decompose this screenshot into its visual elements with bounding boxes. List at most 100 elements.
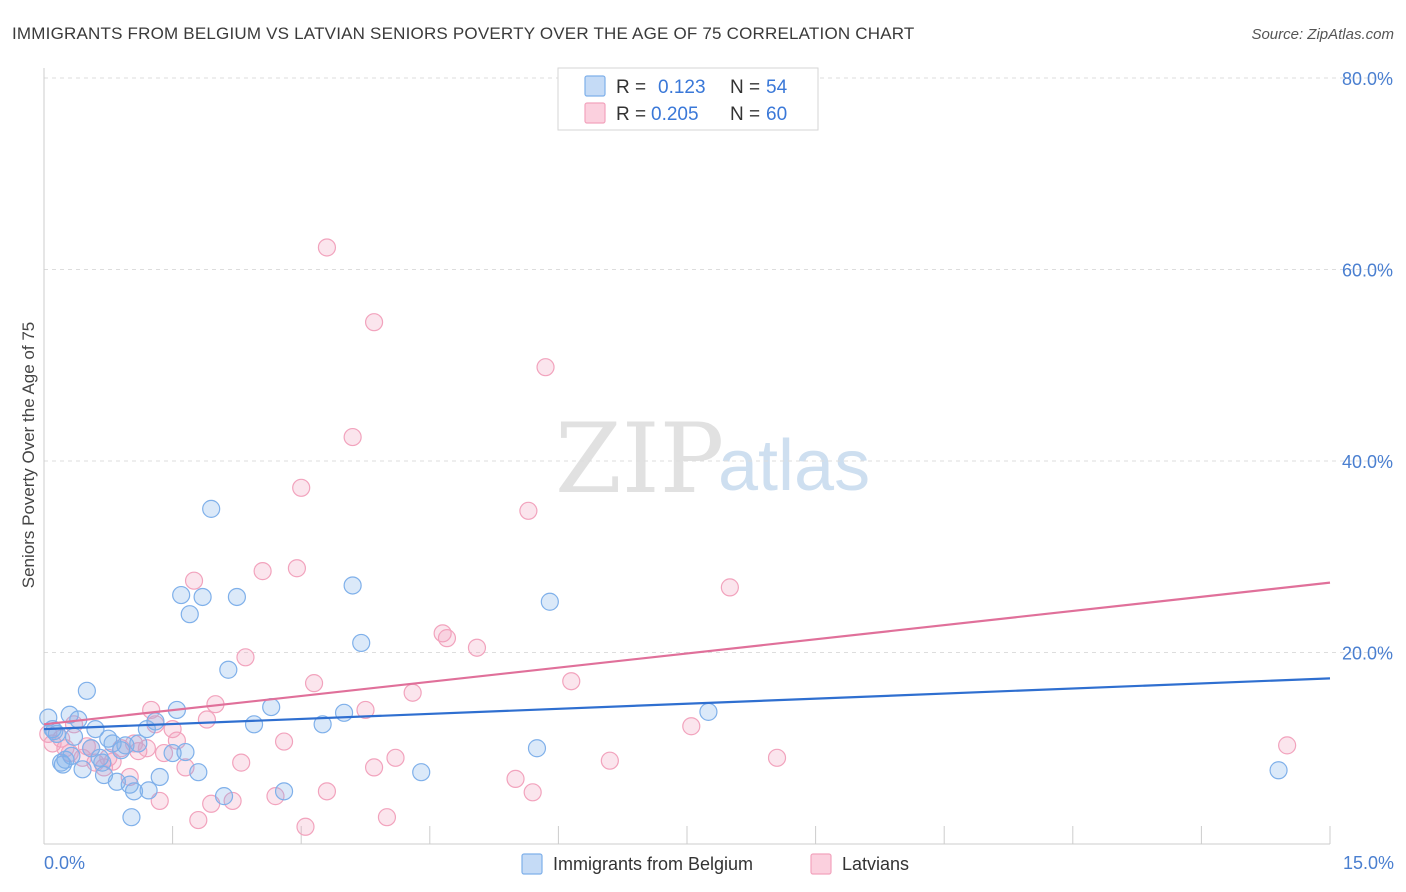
x-tick-label-min: 0.0%	[44, 853, 85, 873]
y-axis-label: Seniors Poverty Over the Age of 75	[19, 322, 38, 588]
point-belgium	[180, 605, 199, 624]
point-belgium	[352, 633, 371, 653]
legend-r-value-belgium: 0.123	[658, 77, 706, 98]
point-latvians	[506, 769, 525, 788]
y-tick-label-60: 60.0%	[1342, 261, 1393, 281]
point-latvians	[232, 753, 251, 772]
point-belgium	[274, 782, 294, 801]
point-belgium	[540, 592, 559, 611]
point-latvians	[377, 808, 397, 827]
point-latvians	[253, 562, 272, 581]
point-latvians	[600, 751, 619, 770]
point-latvians	[386, 748, 405, 767]
stats-legend: R = 0.123 N = 54 R = 0.205 N = 60	[557, 67, 819, 131]
point-latvians	[296, 817, 315, 836]
point-latvians	[356, 700, 375, 720]
point-belgium	[62, 746, 81, 766]
point-belgium	[64, 727, 84, 746]
point-belgium	[45, 721, 64, 741]
point-belgium	[139, 781, 158, 800]
scatter-points	[39, 238, 1297, 836]
point-latvians	[720, 578, 739, 597]
point-belgium	[93, 753, 112, 772]
point-belgium	[122, 808, 141, 827]
point-latvians	[266, 787, 285, 806]
chart-source: Source: ZipAtlas.com	[1251, 26, 1394, 43]
point-latvians	[1278, 736, 1297, 755]
point-latvians	[523, 783, 542, 802]
bottom-legend-label-latvians: Latvians	[842, 854, 909, 874]
point-belgium	[176, 742, 195, 762]
legend-r-label-latvians: R =	[616, 104, 646, 125]
point-belgium	[163, 743, 182, 763]
trendline-latvians	[43, 581, 1331, 726]
point-belgium	[172, 585, 191, 605]
point-latvians	[137, 739, 156, 758]
point-latvians	[437, 629, 457, 648]
point-latvians	[184, 571, 204, 590]
point-latvians	[189, 810, 208, 830]
watermark-atlas: atlas	[718, 426, 870, 506]
point-belgium	[1269, 761, 1288, 780]
point-latvians	[223, 791, 242, 811]
y-tick-label-80: 80.0%	[1342, 69, 1393, 89]
legend-n-value-latvians: 60	[766, 104, 787, 125]
point-latvians	[364, 758, 384, 777]
point-latvians	[274, 732, 294, 751]
point-belgium	[412, 763, 431, 782]
bottom-legend-swatch-belgium	[521, 853, 543, 875]
point-belgium	[343, 576, 362, 595]
point-belgium	[202, 499, 221, 518]
legend-r-value-latvians: 0.205	[651, 104, 699, 125]
y-tick-label-40: 40.0%	[1342, 452, 1393, 472]
bottom-legend-swatch-latvians	[810, 853, 832, 875]
point-belgium	[313, 715, 332, 734]
point-belgium	[60, 705, 79, 724]
point-belgium	[193, 587, 212, 607]
x-axis-ticks	[43, 826, 1331, 844]
point-belgium	[699, 702, 718, 721]
trendline-belgium	[43, 677, 1331, 731]
point-latvians	[197, 710, 216, 729]
point-latvians	[142, 700, 161, 720]
bottom-legend-label-belgium: Immigrants from Belgium	[553, 854, 753, 874]
trend-lines	[43, 581, 1331, 731]
point-latvians	[317, 782, 337, 801]
watermark: ZIP atlas	[555, 403, 870, 515]
point-belgium	[73, 760, 92, 779]
point-latvians	[150, 791, 169, 811]
point-belgium	[129, 734, 148, 753]
point-latvians	[343, 427, 362, 447]
point-belgium	[90, 748, 109, 767]
legend-swatch-belgium	[584, 75, 606, 97]
point-latvians	[236, 648, 255, 667]
point-belgium	[86, 719, 105, 739]
legend-n-label-belgium: N =	[730, 77, 760, 98]
point-latvians	[292, 478, 311, 497]
point-belgium	[150, 767, 169, 787]
watermark-zip: ZIP	[555, 403, 724, 515]
y-tick-labels: 20.0% 40.0% 60.0% 80.0%	[1342, 69, 1393, 664]
point-belgium	[262, 697, 281, 717]
point-belgium	[77, 681, 96, 700]
point-latvians	[304, 674, 324, 693]
point-latvians	[364, 313, 384, 332]
point-latvians	[317, 238, 337, 257]
point-belgium	[244, 715, 264, 734]
legend-r-label-belgium: R =	[616, 77, 646, 98]
point-latvians	[536, 358, 555, 377]
point-belgium	[124, 782, 144, 801]
y-tick-label-20: 20.0%	[1342, 644, 1393, 664]
point-belgium	[527, 739, 547, 758]
series-legend: Immigrants from Belgium Latvians	[521, 853, 909, 875]
point-latvians	[519, 501, 538, 520]
point-belgium	[39, 708, 58, 727]
gridlines	[44, 77, 1392, 653]
point-latvians	[403, 683, 422, 702]
legend-n-value-belgium: 54	[766, 77, 788, 98]
x-tick-label-max: 15.0%	[1343, 853, 1394, 873]
point-latvians	[767, 748, 787, 767]
point-belgium	[146, 712, 165, 731]
point-belgium	[334, 703, 354, 722]
